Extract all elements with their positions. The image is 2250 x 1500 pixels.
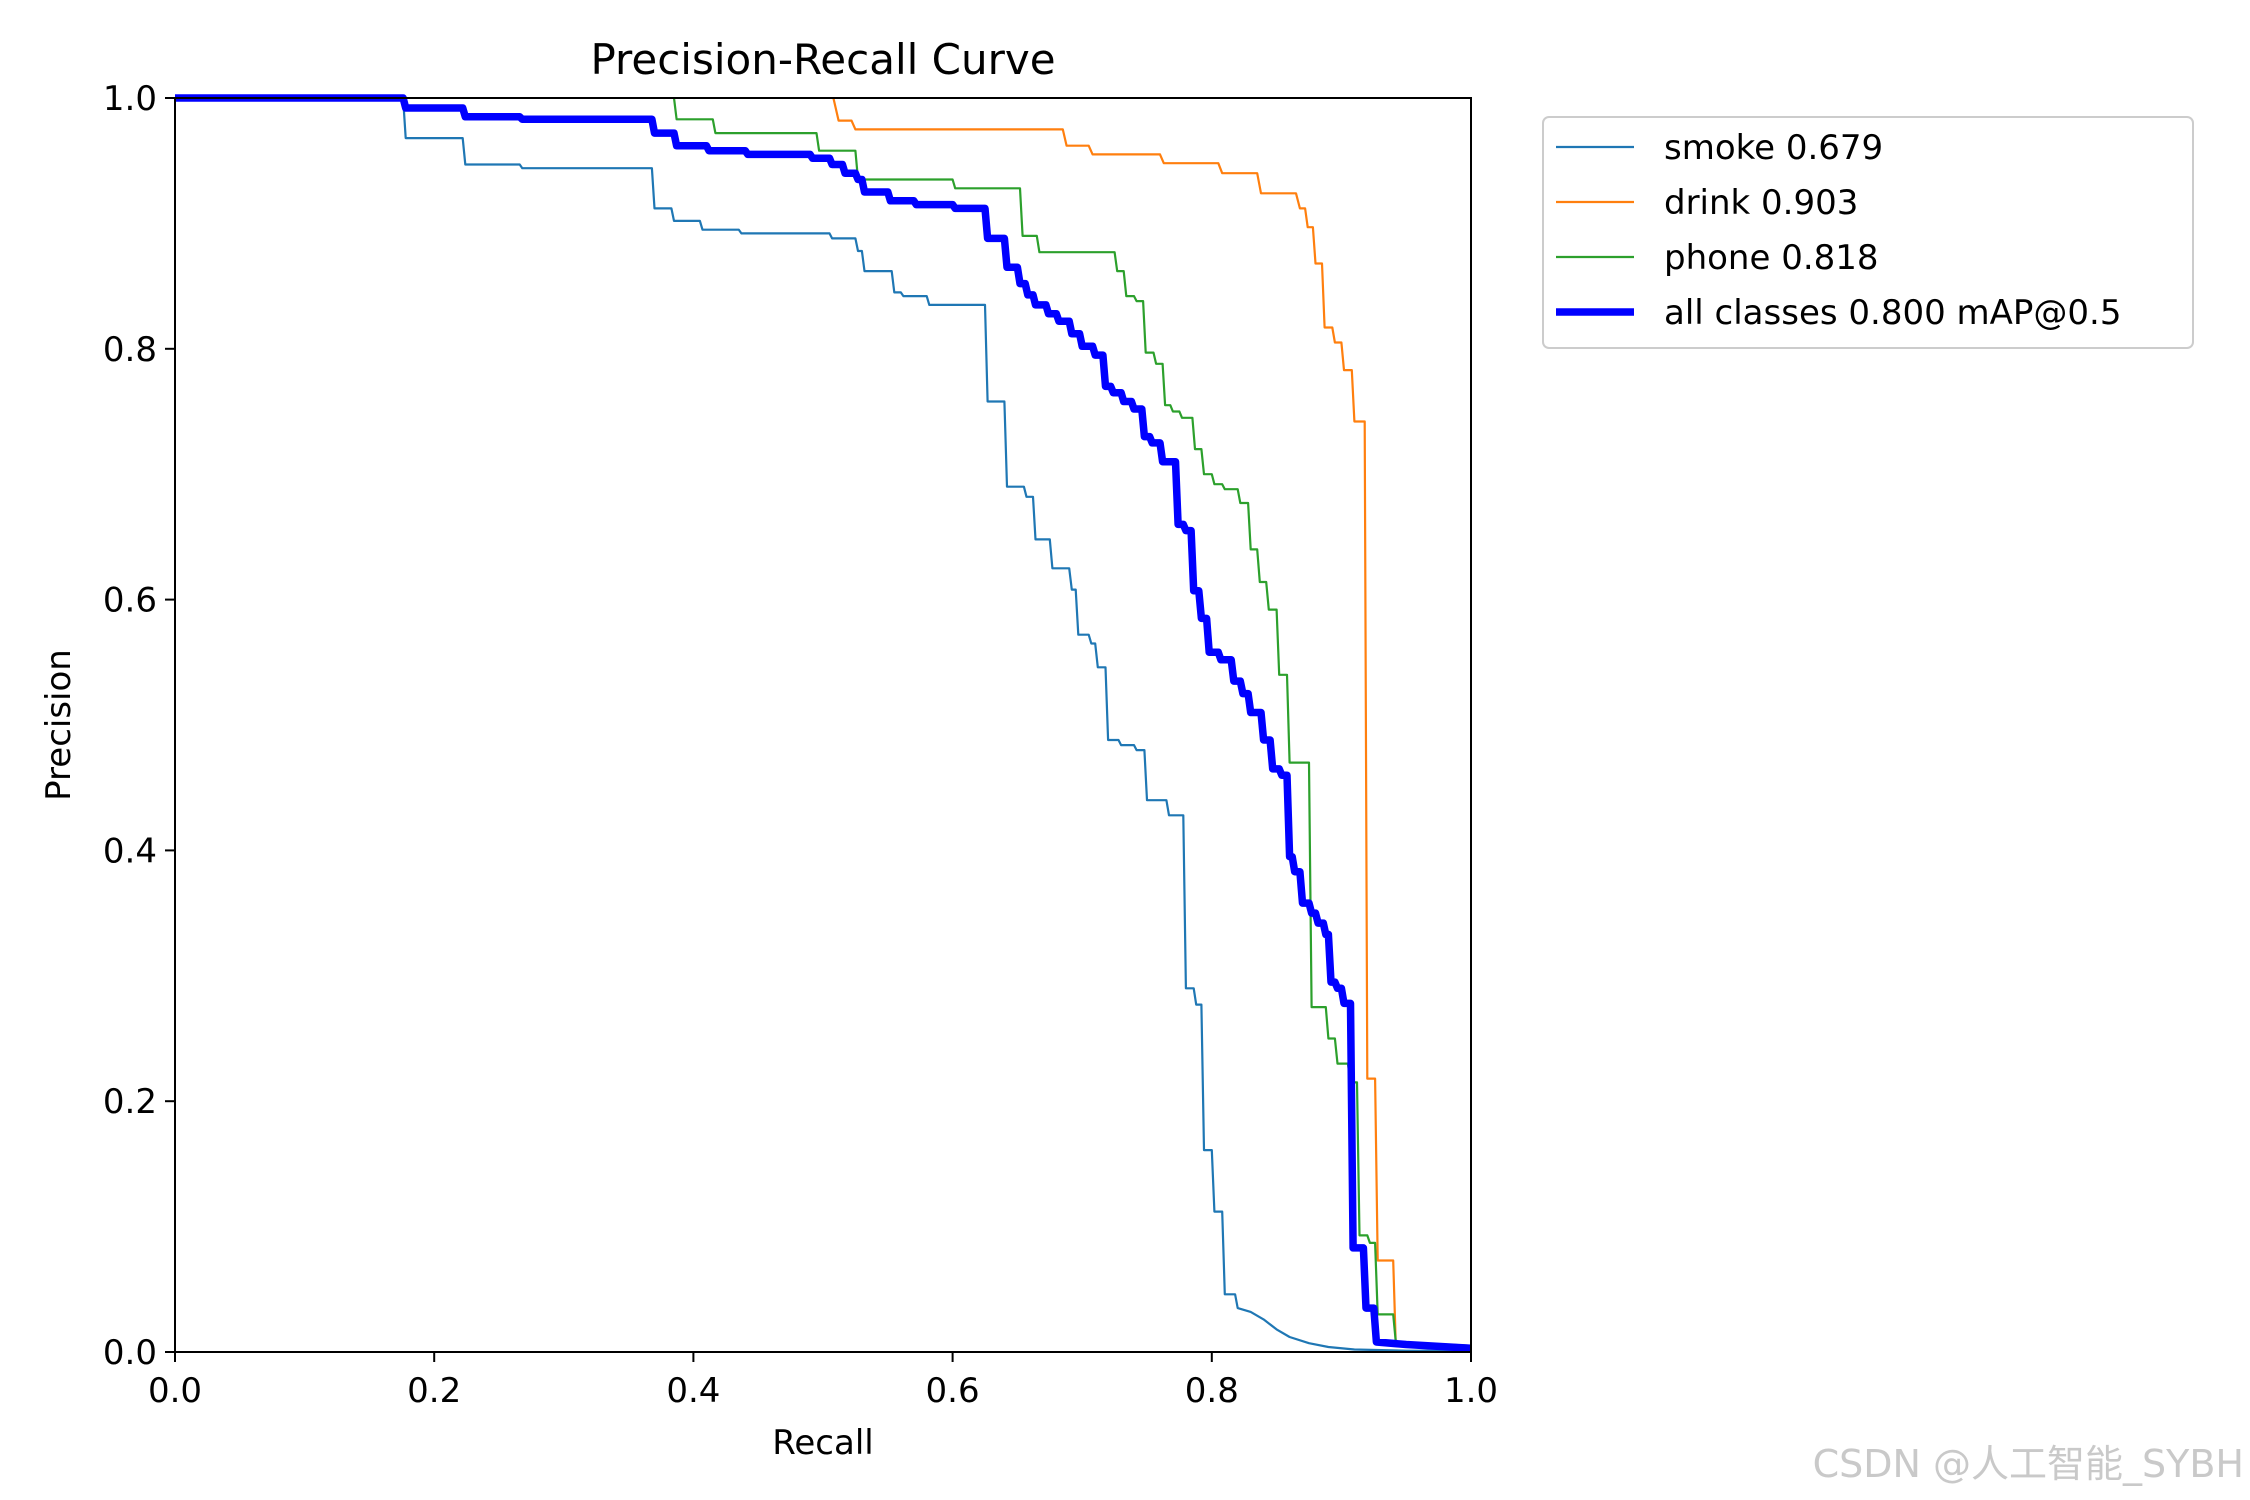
y-tick-label: 0.0 [103, 1333, 157, 1373]
chart-title: Precision-Recall Curve [590, 35, 1055, 84]
y-tick-label: 1.0 [103, 79, 157, 119]
x-axis-label: Recall [772, 1423, 873, 1463]
x-tick-label: 0.2 [407, 1371, 461, 1411]
y-tick-label: 0.8 [103, 330, 157, 370]
x-tick-label: 0.4 [666, 1371, 720, 1411]
x-tick-label: 1.0 [1444, 1371, 1498, 1411]
legend-label-smoke: smoke 0.679 [1664, 128, 1883, 168]
y-axis-label: Precision [39, 649, 79, 801]
series-line-drink [832, 97, 1471, 1347]
y-tick-label: 0.2 [103, 1082, 157, 1122]
series-layer [175, 94, 1471, 1352]
series-line-smoke [175, 96, 1471, 1352]
legend-label-all-classes: all classes 0.800 mAP@0.5 [1664, 293, 2121, 333]
legend-label-phone: phone 0.818 [1664, 238, 1879, 278]
legend-frame [1542, 116, 2194, 349]
x-axis-ticks: 0.0 0.2 0.4 0.6 0.8 1.0 [148, 1352, 1498, 1411]
y-axis-ticks: 0.0 0.2 0.4 0.6 0.8 1.0 [103, 79, 175, 1373]
plot-frame [174, 97, 1472, 1353]
legend-items: smoke 0.679 drink 0.903 phone 0.818 all cla… [1556, 128, 2121, 333]
x-tick-label: 0.6 [926, 1371, 980, 1411]
y-tick-label: 0.4 [103, 831, 157, 871]
x-tick-label: 0.0 [148, 1371, 202, 1411]
series-line-phone [672, 97, 1471, 1347]
x-tick-label: 0.8 [1185, 1371, 1239, 1411]
series-line-all-classes [175, 94, 1471, 1352]
legend: smoke 0.679 drink 0.903 phone 0.818 all cla… [1542, 116, 2194, 349]
y-tick-label: 0.6 [103, 581, 157, 621]
legend-label-drink: drink 0.903 [1664, 183, 1858, 223]
watermark-text: CSDN @人工智能_SYBH [1812, 1442, 2244, 1486]
